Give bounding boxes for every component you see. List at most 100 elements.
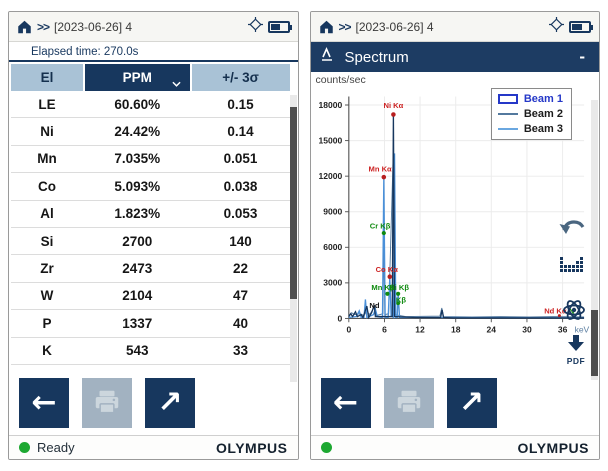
peak-label-mn-kb: Mn Kβ: [371, 283, 395, 292]
table-row[interactable]: K 543 33: [11, 338, 290, 365]
cell-element: Mn: [37, 151, 57, 167]
peak-label-nd-ka: Nd Kα: [544, 307, 567, 316]
peak-markers: [381, 112, 561, 318]
table-row[interactable]: Ni 24.42% 0.14: [11, 118, 290, 146]
cell-sigma: 140: [229, 233, 252, 249]
bottom-toolbar: ← ↗: [9, 372, 298, 435]
column-header-sigma[interactable]: +/- 3σ: [191, 64, 290, 91]
legend-item-beam2[interactable]: Beam 2: [497, 108, 563, 120]
table-scrollbar[interactable]: [289, 95, 297, 382]
table-row[interactable]: W 2104 47: [11, 283, 290, 311]
spectrum-icon: [321, 47, 337, 67]
back-arrow-icon: ←: [31, 385, 57, 420]
ready-status-dot: [19, 442, 30, 453]
table-row[interactable]: LE 60.60% 0.15: [11, 91, 290, 119]
battery-icon: [569, 20, 593, 33]
chart-legend[interactable]: Beam 1 Beam 2 Beam 3: [490, 88, 572, 140]
export-button[interactable]: ↗: [446, 378, 497, 428]
y-axis-unit-label: counts/sec: [315, 74, 366, 86]
cell-value: 543: [125, 343, 149, 359]
column-header-ppm[interactable]: PPM: [85, 64, 190, 91]
cell-sigma: 0.038: [223, 178, 258, 194]
cell-element: Ni: [40, 124, 54, 140]
beam1-swatch-icon: [497, 94, 518, 104]
spectrum-plot[interactable]: 18000 15000 12000 9000 6000 3000 0 0 6 1…: [313, 87, 599, 345]
breadcrumb: [2023-06-26] 4: [355, 19, 434, 34]
y-tick-label: 12000: [318, 171, 342, 181]
beam2-line-icon: [497, 113, 518, 115]
breadcrumb-chevrons-icon: >>: [37, 19, 50, 34]
panel-title: Spectrum: [344, 48, 409, 66]
crosshair-icon: [247, 16, 263, 37]
periodic-table-icon[interactable]: [560, 257, 586, 280]
cell-element: P: [42, 315, 52, 331]
olympus-logo: OLYMPUS: [517, 439, 589, 456]
beam3-line-icon: [497, 128, 518, 130]
spectrum-chart-area: counts/sec Beam 1 Beam 2 Beam 3: [311, 72, 600, 372]
pdf-label: PDF: [566, 356, 586, 366]
minimize-button[interactable]: -: [579, 47, 585, 66]
cell-sigma: 0.15: [227, 96, 254, 112]
peak-label-co-ka: Co Kα: [375, 265, 398, 274]
print-button[interactable]: [82, 378, 132, 428]
top-bar: >> [2023-06-26] 4: [310, 12, 599, 42]
table-row[interactable]: Zr 2473 22: [11, 255, 290, 283]
legend-item-beam1[interactable]: Beam 1: [497, 93, 563, 105]
cell-value: 2473: [122, 261, 153, 277]
home-icon[interactable]: [319, 20, 334, 34]
x-tick-label: 6: [382, 325, 387, 335]
print-button[interactable]: [383, 378, 434, 428]
peak-label-n-clipped: N: [568, 307, 573, 316]
chart-scrollbar[interactable]: [591, 100, 598, 380]
y-tick-label: 6000: [323, 242, 342, 252]
spectrum-panel-header: Spectrum -: [310, 42, 599, 72]
peak-label-mn-ka: Mn Kα: [368, 164, 392, 173]
peak-label-cr-kb: Cr Kβ: [369, 221, 390, 230]
beam1-trace: [347, 114, 584, 320]
cell-sigma: 0.053: [223, 206, 258, 222]
peak-label-nd: Nd: [369, 301, 379, 310]
table-row[interactable]: Si 2700 140: [11, 228, 290, 256]
spectrum-screen: >> [2023-06-26] 4 Spectrum - counts/sec …: [309, 11, 600, 460]
printer-icon: [92, 387, 122, 420]
breadcrumb: [2023-06-26] 4: [54, 19, 133, 34]
results-screen: >> [2023-06-26] 4 Elapsed time: 270.0s E…: [8, 11, 299, 460]
cell-sigma: 40: [232, 315, 249, 331]
table-row[interactable]: Co 5.093% 0.038: [11, 173, 290, 201]
cell-value: 7.035%: [114, 151, 161, 167]
cell-sigma: 0.051: [223, 151, 258, 167]
x-tick-label: 36: [557, 325, 567, 335]
export-button[interactable]: ↗: [145, 378, 195, 428]
legend-label: Beam 2: [523, 108, 563, 120]
legend-item-beam3[interactable]: Beam 3: [497, 123, 563, 135]
status-bar: Ready OLYMPUS: [9, 435, 298, 459]
peak-label-ni-kb: Ni Kβ: [389, 283, 409, 292]
printer-icon: [394, 387, 424, 420]
undo-icon[interactable]: [558, 218, 586, 242]
table-row[interactable]: Mn 7.035% 0.051: [11, 146, 290, 174]
table-header-row: El PPM +/- 3σ: [9, 62, 298, 91]
cell-element: Si: [40, 233, 54, 249]
export-arrow-icon: ↗: [157, 385, 183, 420]
table-row[interactable]: P 1337 40: [11, 310, 290, 338]
cell-value: 1337: [122, 315, 153, 331]
home-icon[interactable]: [17, 20, 32, 34]
column-header-element[interactable]: El: [11, 64, 83, 91]
cell-element: Al: [40, 206, 54, 222]
legend-label: Beam 3: [523, 123, 563, 135]
y-tick-label: 0: [337, 313, 342, 323]
cell-sigma: 0.14: [227, 124, 254, 140]
cell-element: W: [40, 288, 54, 304]
pdf-export-icon[interactable]: PDF: [566, 335, 586, 366]
cell-value: 60.60%: [114, 96, 161, 112]
atom-icon[interactable]: [562, 298, 586, 327]
x-axis-unit-label: keV: [574, 325, 589, 335]
back-button[interactable]: ←: [19, 378, 69, 428]
cell-value: 2104: [122, 288, 153, 304]
back-button[interactable]: ←: [320, 378, 371, 428]
peak-label-ni-ka: Ni Kα: [383, 101, 403, 110]
scrollbar-thumb[interactable]: [289, 107, 297, 299]
ready-status-dot: [320, 442, 332, 453]
table-row[interactable]: Al 1.823% 0.053: [11, 201, 290, 228]
scrollbar-thumb[interactable]: [591, 310, 598, 376]
